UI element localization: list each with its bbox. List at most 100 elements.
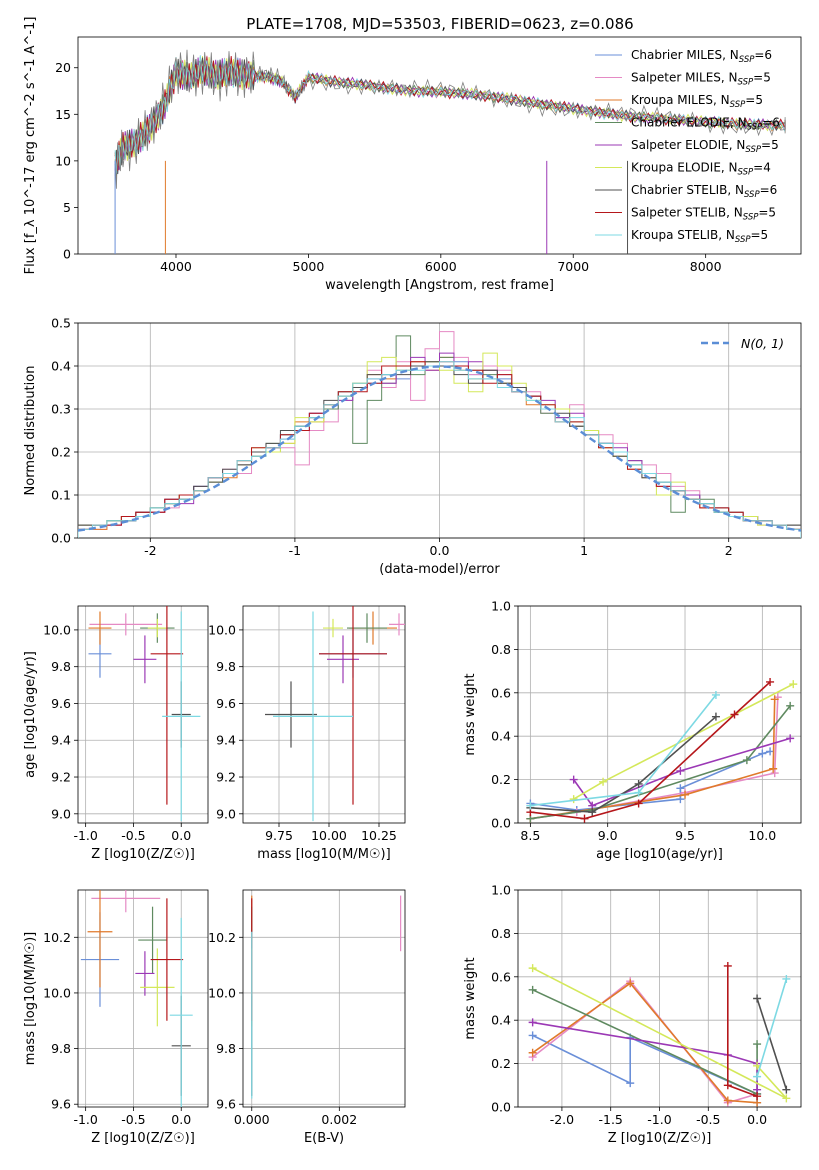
age-vs-Z-frame	[77, 605, 209, 824]
weight-point	[769, 764, 778, 773]
weight-point	[599, 777, 608, 786]
mass-vs-EBV-xtick-label: 0.000	[234, 1112, 270, 1127]
weight-point	[676, 766, 685, 775]
mass-vs-Z-ytick-label: 10.0	[43, 985, 71, 1000]
weight-vs-Z-ytick-label: 1.0	[491, 883, 511, 898]
weight-point	[782, 1085, 791, 1094]
weight-vs-Z-xtick-label: -1.5	[599, 1112, 623, 1127]
residuals-xtick-label: -2	[144, 543, 156, 558]
weight-point	[758, 749, 767, 758]
spectrum-xtick-label: 6000	[425, 259, 457, 274]
normal-reference-line	[78, 365, 801, 532]
weight-line	[530, 716, 717, 813]
age-vs-Z-ylabel: age [log10(age/yr)]	[23, 651, 38, 778]
weight-point	[723, 961, 732, 970]
age-vs-mass-ytick-label: 10.0	[208, 622, 236, 637]
weight-line	[573, 737, 791, 807]
weight-point	[634, 779, 643, 788]
legend-label: Kroupa STELIB, NSSP=5	[631, 228, 768, 245]
legend-sub: SSP	[745, 145, 761, 155]
weight-vs-age-ytick-label: 1.0	[491, 599, 511, 614]
spectrum-frame	[77, 36, 802, 255]
weight-point	[569, 775, 578, 784]
weight-line	[530, 694, 717, 807]
mass-vs-Z-frame	[77, 889, 209, 1108]
legend-nssp: =6	[762, 116, 780, 130]
age-vs-Z-points	[88, 606, 201, 822]
weight-vs-age-ylabel: mass weight	[463, 673, 478, 755]
weight-line	[532, 982, 758, 1104]
weight-point	[770, 769, 779, 778]
legend-sub: SSP	[735, 235, 751, 245]
mass-vs-EBV-xtick-label: 0.002	[321, 1112, 357, 1127]
legend-nssp: =6	[760, 183, 778, 197]
legend-label: Kroupa MILES, NSSP=5	[631, 93, 763, 110]
legend-nssp: =4	[753, 161, 771, 175]
legend-label: Kroupa ELODIE, NSSP=4	[631, 161, 771, 178]
weight-vs-Z-series	[528, 961, 791, 1107]
spectrum-ytick-label: 10	[55, 153, 71, 168]
mass-vs-EBV-xlabel: E(B-V)	[304, 1131, 344, 1146]
mass-vs-Z-xtick-label: -1.0	[73, 1112, 97, 1127]
age-vs-Z-xtick-label: 0.0	[171, 828, 191, 843]
weight-point	[770, 695, 779, 704]
weight-vs-Z-ytick-label: 0.8	[491, 926, 511, 941]
weight-point	[528, 985, 537, 994]
weight-point	[681, 790, 690, 799]
age-vs-Z-ytick-label: 9.8	[51, 659, 71, 674]
age-vs-mass-ytick-label: 9.8	[216, 659, 236, 674]
weight-point	[742, 756, 751, 765]
weight-point	[569, 795, 578, 804]
weight-vs-age-series	[526, 677, 798, 823]
weight-point	[786, 701, 795, 710]
mass-vs-Z-ytick-label: 10.2	[43, 930, 71, 945]
residuals-ytick-label: 0.4	[51, 359, 71, 374]
legend-sub: SSP	[743, 213, 759, 223]
age-vs-mass-ytick-label: 9.2	[216, 770, 236, 785]
legend-sub: SSP	[744, 190, 760, 200]
weight-vs-age-xtick-label: 9.5	[675, 828, 695, 843]
spectrum-ylabel: Flux [f_λ 10^-17 erg cm^-2 s^-1 A^-1]	[23, 17, 38, 275]
weight-point	[634, 788, 643, 797]
legend-sub: SSP	[738, 78, 754, 88]
weight-point	[753, 1072, 762, 1081]
weight-line	[756, 998, 788, 1090]
weight-vs-age-xtick-label: 8.5	[520, 828, 540, 843]
weight-vs-age-ytick-label: 0.4	[491, 729, 511, 744]
weight-point	[528, 1048, 537, 1057]
legend-model: Kroupa MILES, N	[631, 93, 730, 107]
residuals-ytick-label: 0.5	[51, 316, 71, 331]
weight-vs-Z-ytick-label: 0.2	[491, 1056, 511, 1071]
mass-vs-EBV-ytick-label: 9.6	[216, 1097, 236, 1112]
spectrum-ytick-label: 20	[55, 60, 71, 75]
weight-vs-Z-ytick-label: 0.6	[491, 969, 511, 984]
figure-title: PLATE=1708, MJD=53503, FIBERID=0623, z=0…	[246, 15, 633, 33]
weight-line	[530, 705, 791, 820]
residuals-xtick-label: -1	[289, 543, 301, 558]
age-vs-mass-axes: 9.75 10.00 10.25 9.0 9.2 9.4 9.6 9.8 10.0 mass [l…	[208, 605, 406, 862]
weight-vs-Z-ytick-label: 0.0	[491, 1100, 511, 1115]
mass-vs-Z-axes: -1.0 -0.5 0.0 9.6 9.8 10.0 10.2 Z [log10(Z/Z☉)]…	[23, 889, 209, 1146]
residuals-ylabel: Normed distribution	[23, 366, 38, 496]
spectrum-ytick-label: 15	[55, 107, 71, 122]
histogram-step	[78, 361, 801, 538]
residuals-ytick-label: 0.3	[51, 402, 71, 417]
spectrum-model-line	[114, 56, 786, 171]
legend-model: Chabrier STELIB, N	[631, 183, 744, 197]
weight-point	[676, 784, 685, 793]
legend-model: Salpeter STELIB, N	[631, 206, 743, 220]
legend-label: Chabrier ELODIE, NSSP=6	[631, 116, 780, 133]
legend-nssp: =5	[751, 228, 769, 242]
mass-vs-Z-points	[80, 890, 193, 1107]
residuals-ytick-label: 0.2	[51, 445, 71, 460]
spectrum-xtick-label: 8000	[690, 259, 722, 274]
mass-vs-EBV-axes: 0.000 0.002 9.6 9.8 10.0 10.2 E(B-V)	[208, 889, 406, 1146]
spectrum-axes: 4000 5000 6000 7000 8000 0 5 10 15 20 wavelength […	[23, 17, 802, 293]
weight-point	[634, 799, 643, 808]
age-vs-Z-ytick-label: 9.6	[51, 696, 71, 711]
legend-label: Salpeter MILES, NSSP=5	[631, 71, 771, 88]
age-vs-mass-ytick-label: 9.0	[216, 806, 236, 821]
residual-histograms	[78, 331, 801, 538]
weight-point	[753, 1092, 762, 1101]
spectrum-data-line	[114, 49, 786, 189]
